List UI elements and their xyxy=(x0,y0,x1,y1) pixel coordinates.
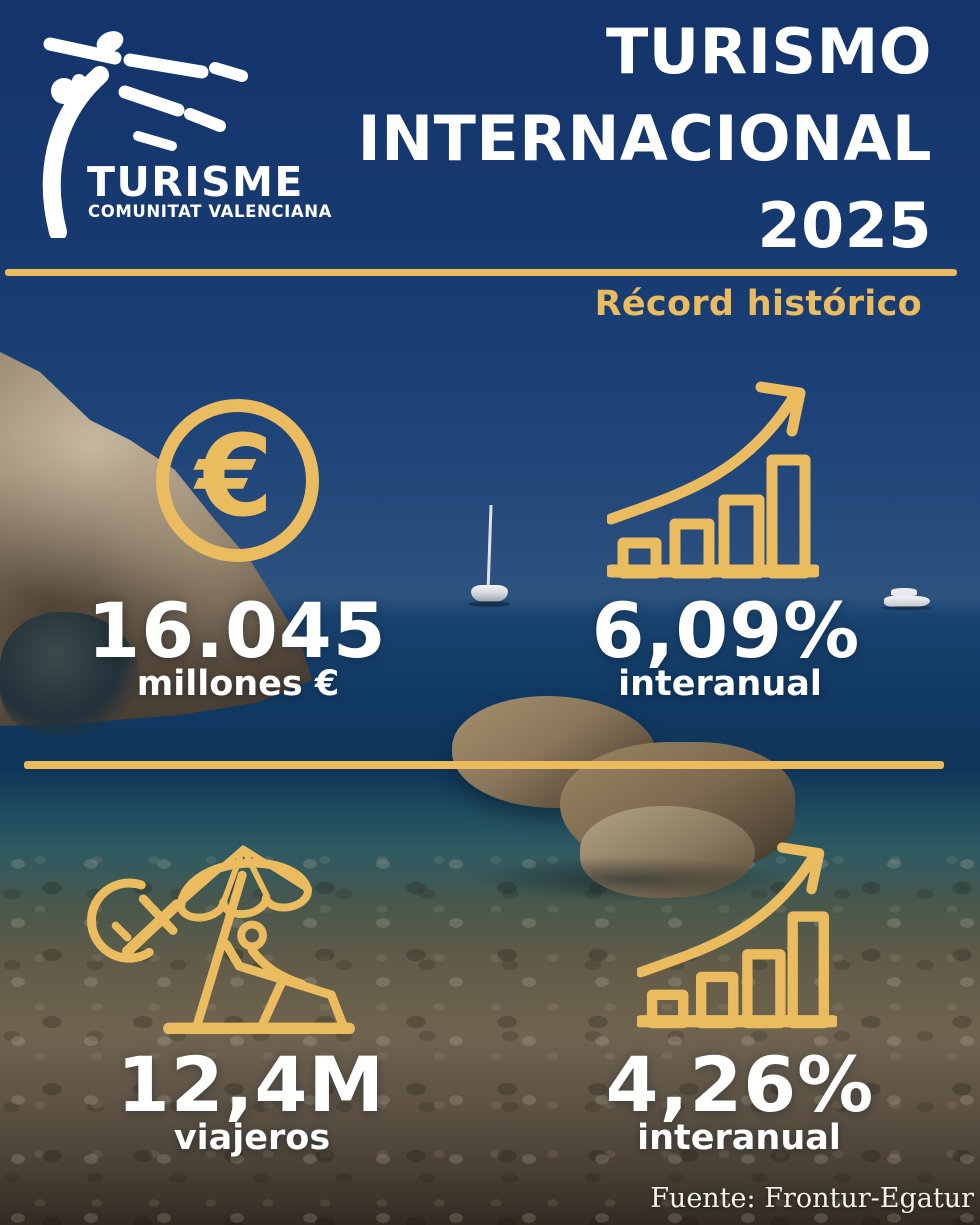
sailboat-hull xyxy=(471,585,508,602)
title-line-2: INTERNACIONAL xyxy=(357,102,932,175)
travelers-growth-value: 4,26% xyxy=(605,1040,875,1129)
sailboat-mast xyxy=(486,504,493,594)
revenue-label: millones € xyxy=(136,664,340,704)
yacht-wake xyxy=(882,606,932,610)
revenue-growth-label: interanual xyxy=(618,664,822,704)
sailboat-wake xyxy=(469,601,510,607)
title-line-1: TURISMO xyxy=(605,15,932,88)
palm-tree-logo-icon xyxy=(42,31,248,238)
logo-subtitle: COMUNITAT VALENCIANA xyxy=(88,202,332,221)
source-credit: Fuente: Frontur-Egatur xyxy=(650,1183,974,1214)
travelers-growth-label: interanual xyxy=(637,1118,841,1158)
middle-divider xyxy=(24,761,944,769)
record-subtitle: Récord histórico xyxy=(594,284,922,324)
travelers-label: viajeros xyxy=(173,1118,331,1158)
logo-name: TURISME xyxy=(87,158,304,206)
rock-shadow xyxy=(470,856,790,902)
yacht-cabin xyxy=(891,588,917,596)
yacht xyxy=(882,586,932,610)
cliff-base-rocks xyxy=(0,612,140,737)
revenue-growth-value: 6,09% xyxy=(591,586,861,675)
travelers-value: 12,4M xyxy=(116,1040,386,1129)
euro-circle-icon: € xyxy=(156,399,319,562)
growth-chart-icon xyxy=(607,381,819,579)
beach-vacation-icon xyxy=(87,845,355,1034)
title-line-3: 2025 xyxy=(757,189,932,262)
euro-symbol: € xyxy=(195,411,274,542)
shallow-water xyxy=(0,768,980,1225)
yacht-hull xyxy=(884,596,930,607)
page-title: TURISMO INTERNACIONAL 2025 xyxy=(232,8,932,269)
sailboat xyxy=(468,504,512,619)
top-divider xyxy=(5,269,957,276)
growth-chart-icon xyxy=(637,842,837,1029)
revenue-value: 16.045 xyxy=(87,586,387,675)
